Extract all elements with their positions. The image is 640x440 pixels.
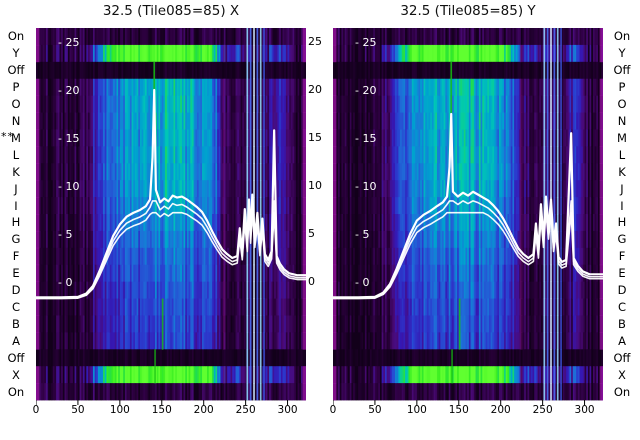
row-label-left: On [7,29,25,44]
x-tick-label: 0 [329,404,337,416]
row-label-right: P [618,80,626,95]
row-label-left: B [12,316,20,331]
row-label-left: L [12,147,20,162]
panel-title-x: 32.5 (Tile085=85) X [102,3,240,19]
x-tick-label: 100 [406,404,427,416]
y-tick-label: 25 [308,35,322,48]
row-label-right: J [620,181,624,196]
x-tick-label: 50 [368,404,382,416]
x-tick-label: 200 [490,404,511,416]
row-label-left: D [11,283,21,298]
row-label-right: K [618,164,626,179]
x-tick-label: 50 [71,404,85,416]
row-label-left: E [12,266,20,281]
row-label-right: Off [613,350,631,365]
row-label-right: On [613,29,631,44]
row-label-right: G [617,232,627,247]
panel-title-y: 32.5 (Tile085=85) Y [400,3,536,19]
x-tick-label: 250 [532,404,553,416]
y-tick-label: 20 [308,83,322,96]
row-label-left: K [12,164,20,179]
x-tick-label: 0 [32,404,40,416]
row-label-right: X [618,367,626,382]
row-label-left: On [7,384,25,399]
x-tick-label: 200 [193,404,214,416]
row-label-right: M [617,130,627,145]
row-label-left: Off [7,63,25,78]
row-label-left: A [12,333,20,348]
row-label-right: E [618,266,626,281]
row-label-right: Off [613,63,631,78]
x-tick-label: 250 [235,404,256,416]
row-label-right: B [618,316,626,331]
row-label-left: C [11,300,21,314]
row-label-left: X [12,367,20,382]
heatmap-panel-y [333,28,603,406]
x-tick-label: 100 [109,404,130,416]
x-tick-label: 300 [574,404,595,416]
x-tick-label: 150 [151,404,172,416]
row-label-left: Off [7,350,25,365]
row-label-left: J [14,181,18,196]
flagged-row-marker: ** [1,129,14,143]
row-label-right: I [620,198,624,213]
row-label-right: Y [618,46,626,61]
row-label-left: F [12,249,20,264]
row-label-left: M [11,130,21,145]
row-label-right: C [617,300,627,314]
x-tick-label: 150 [448,404,469,416]
row-label-right: On [613,384,631,399]
row-label-right: O [617,97,627,112]
row-label-right: D [617,283,627,298]
row-label-right: A [618,333,626,348]
row-label-left: N [11,114,21,128]
row-label-left: I [14,198,18,213]
row-label-left: G [11,232,21,247]
row-label-left: Y [12,46,20,61]
row-label-right: F [618,249,626,264]
row-label-right: N [617,114,627,128]
y-tick-label: 0 [308,275,315,288]
row-label-left: O [11,97,21,112]
row-label-right: L [618,147,626,162]
x-tick-label: 300 [277,404,298,416]
y-tick-label: 15 [308,131,322,144]
row-label-left: H [11,215,21,230]
heatmap-panel-x [36,28,306,406]
y-tick-label: 10 [308,179,322,192]
row-label-right: H [617,215,627,230]
y-tick-label: 5 [308,227,315,240]
row-label-left: P [12,80,20,95]
